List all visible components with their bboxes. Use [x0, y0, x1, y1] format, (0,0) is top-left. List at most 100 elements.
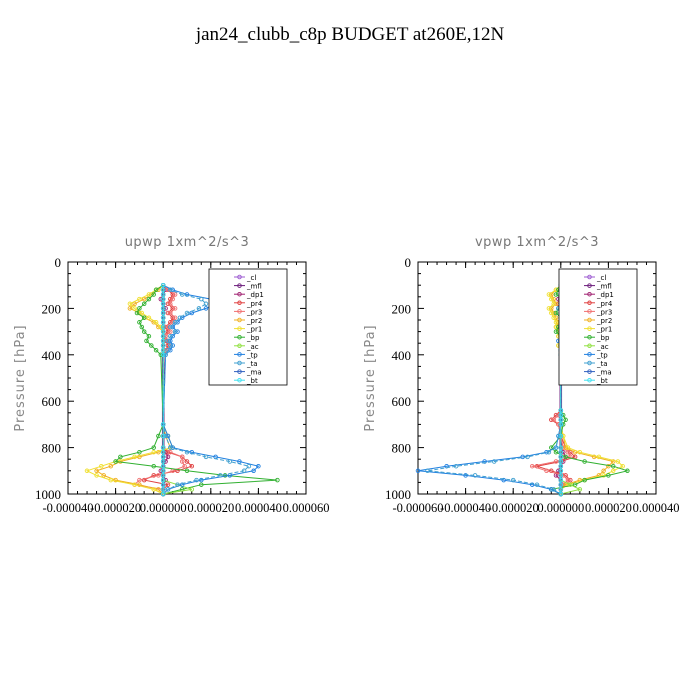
data-point_pr1 — [560, 433, 566, 439]
data-point_ta — [168, 333, 173, 339]
data-point_dp1 — [163, 459, 168, 464]
data-point_pr1 — [94, 473, 99, 478]
data-point_bt — [160, 347, 166, 353]
chart-title: upwp 1xm^2/s^3 — [125, 235, 250, 250]
y-tick-label: 200 — [392, 301, 412, 316]
data-point_pr1 — [151, 449, 156, 455]
legend-label: _bt — [246, 377, 258, 385]
data-point_ta — [453, 463, 459, 469]
data-point_bt — [558, 459, 564, 464]
data-point_ta — [184, 310, 190, 316]
y-tick-label: 800 — [42, 441, 62, 456]
data-point_ta — [165, 347, 171, 353]
data-point_pr1 — [553, 320, 559, 325]
data-point_bt — [160, 473, 166, 478]
data-point_bt — [558, 417, 564, 423]
data-point_pr3 — [172, 315, 178, 320]
data-point_pr1 — [127, 301, 133, 307]
data-point_ac — [577, 487, 583, 492]
y-axis-label: Pressure [hPa] — [13, 324, 28, 431]
legend-label: _mfl — [246, 283, 262, 291]
data-point_ta — [172, 320, 178, 325]
data-point_bt — [558, 487, 564, 492]
x-tick-label: -0.000040 — [440, 501, 491, 515]
data-point_pr3 — [156, 473, 161, 478]
data-point_bt — [160, 491, 166, 497]
legend-label: _bt — [596, 377, 608, 385]
data-point_pr1 — [549, 310, 554, 316]
data-point_pr3 — [560, 473, 566, 478]
legend-marker_pr1 — [237, 326, 242, 331]
data-point_pr2 — [137, 482, 142, 487]
data-point_pr4 — [184, 459, 190, 464]
legend-marker_mfl — [237, 283, 242, 288]
data-point_ta — [218, 473, 223, 478]
chart-title: vpwp 1xm^2/s^3 — [475, 235, 599, 250]
legend-label: _mfl — [596, 283, 612, 291]
data-point_bp — [572, 482, 578, 487]
data-point_pr3 — [168, 310, 173, 316]
data-point_ac — [568, 482, 573, 487]
data-point_pr1 — [553, 324, 559, 330]
data-point_pr3 — [182, 463, 187, 469]
legend-marker_pr3 — [587, 309, 592, 314]
legend-marker_bt — [587, 377, 592, 383]
x-tick-label: 0.000020 — [187, 501, 234, 515]
data-point_bp — [563, 454, 568, 460]
x-tick-label: 0.000040 — [235, 501, 282, 515]
data-point_pr2 — [591, 454, 597, 460]
legend-label: _pr4 — [246, 300, 263, 308]
data-point_bp — [137, 449, 142, 455]
data-point_bt — [160, 315, 166, 320]
data-point_bt — [160, 463, 166, 469]
x-tick-label: 0.000040 — [633, 501, 680, 515]
legend-marker_bp — [587, 334, 592, 340]
legend-label: _ma — [246, 369, 262, 377]
data-point_ta — [194, 477, 199, 483]
data-point_pr2 — [610, 459, 616, 464]
data-point_pr1 — [132, 482, 137, 487]
data-point_bp — [153, 287, 159, 293]
data-point_bt — [160, 329, 166, 334]
x-tick-label: 0.000060 — [283, 501, 330, 515]
data-point_dp1 — [560, 449, 566, 455]
data-point_bt — [160, 449, 166, 455]
data-point_bp — [553, 292, 559, 297]
legend-label: _ac — [596, 343, 609, 351]
data-point_bp — [144, 338, 149, 344]
data-point_tp — [189, 449, 195, 455]
legend-label: _ta — [246, 360, 258, 368]
data-point_bt — [160, 343, 166, 348]
data-point_pr1 — [158, 324, 164, 330]
data-point_ta — [546, 449, 552, 455]
legend-marker_ac — [237, 343, 242, 349]
data-point_bp — [139, 324, 145, 330]
legend-marker_dp1 — [587, 291, 592, 297]
data-point_dp1 — [158, 468, 164, 474]
data-point_bt — [558, 422, 564, 427]
data-point_ta — [203, 301, 209, 307]
legend-marker_bp — [237, 334, 242, 340]
data-point_pr3 — [560, 445, 566, 450]
y-tick-label: 600 — [42, 394, 62, 409]
data-point_ta — [241, 468, 247, 474]
legend-marker_ta — [587, 360, 592, 366]
data-point_bp — [156, 433, 161, 439]
data-point_pr4 — [141, 477, 147, 483]
data-point_bp — [625, 468, 630, 474]
data-point_pr2 — [101, 473, 106, 478]
legend-marker_pr3 — [237, 309, 242, 314]
data-point_tp — [203, 306, 209, 311]
x-tick-label: 0.000000 — [140, 501, 187, 515]
data-point_bt — [558, 454, 564, 460]
page-title: jan24_clubb_c8p BUDGET at260E,12N — [195, 24, 505, 45]
y-tick-label: 400 — [392, 348, 412, 363]
data-point_pr3 — [172, 292, 178, 297]
legend-label: _pr1 — [246, 326, 262, 334]
x-tick-label: -0.000020 — [488, 501, 539, 515]
data-point_bt — [160, 287, 166, 293]
data-point_pr3 — [551, 417, 556, 423]
data-point_bp — [149, 343, 154, 348]
legend-marker_ma — [237, 369, 242, 374]
